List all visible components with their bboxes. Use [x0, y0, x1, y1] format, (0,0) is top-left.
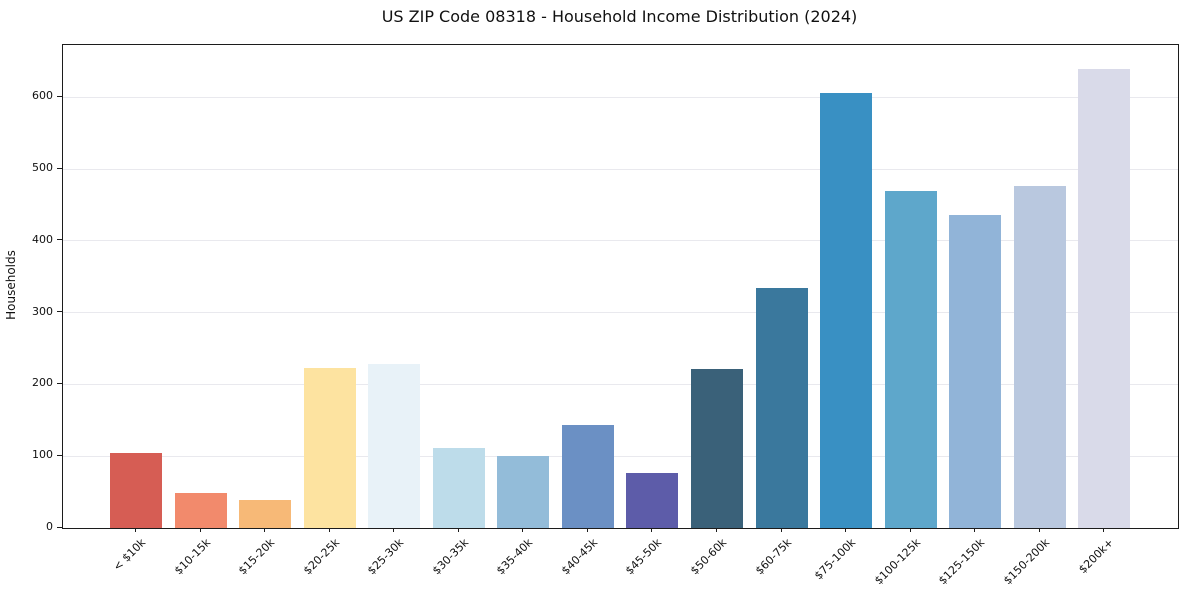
gridline — [63, 312, 1178, 314]
x-tick-label: < $10k — [110, 536, 149, 574]
y-tick-label: 400 — [32, 232, 53, 246]
gridline — [63, 168, 1178, 170]
bar-60-75k — [755, 287, 808, 528]
x-tick — [1103, 528, 1105, 532]
x-tick — [651, 528, 653, 532]
x-tick-label: $100-125k — [871, 536, 923, 588]
y-tick — [57, 167, 62, 169]
bar-10-15k — [174, 492, 227, 528]
bar-15-20k — [239, 500, 292, 528]
bar-30-35k — [432, 448, 485, 528]
x-tick-label: $30-35k — [429, 536, 471, 578]
bar-45-50k — [626, 473, 679, 528]
x-tick — [522, 528, 524, 532]
x-tick-label: $15-20k — [236, 536, 278, 578]
x-tick — [780, 528, 782, 532]
bar-20-25k — [303, 367, 356, 528]
y-tick — [57, 239, 62, 241]
x-tick — [264, 528, 266, 532]
x-tick-label: $35-40k — [494, 536, 536, 578]
bar-75-100k — [820, 93, 873, 528]
x-tick — [715, 528, 717, 532]
x-tick-label: $45-50k — [623, 536, 665, 578]
x-tick — [135, 528, 136, 532]
y-tick-label: 100 — [32, 448, 53, 462]
x-tick — [586, 528, 588, 532]
x-tick — [199, 528, 201, 532]
x-tick — [974, 528, 976, 532]
x-tick — [457, 528, 459, 532]
x-tick-label: $150-200k — [1000, 536, 1052, 588]
bar-150-200k — [1013, 185, 1066, 528]
x-tick-label: $20-25k — [300, 536, 342, 578]
x-tick-label: $50-60k — [687, 536, 730, 578]
bar-10k — [110, 452, 162, 528]
plot-area — [62, 44, 1179, 529]
bar-100-125k — [884, 190, 937, 528]
y-tick-label: 500 — [32, 161, 53, 175]
x-tick — [845, 528, 847, 532]
gridline — [63, 383, 1178, 385]
y-tick — [57, 95, 62, 97]
gridline — [63, 96, 1178, 98]
x-tick-label: $125-150k — [936, 536, 988, 588]
bar-25-30k — [368, 364, 421, 528]
y-tick-label: 600 — [32, 89, 53, 103]
y-tick — [57, 526, 62, 528]
x-tick-label: $200k+ — [1076, 536, 1117, 577]
bar-35-40k — [497, 455, 550, 528]
y-tick — [57, 382, 62, 384]
x-tick-label: $40-45k — [558, 536, 601, 578]
y-tick-label: 200 — [32, 376, 53, 390]
chart-title: US ZIP Code 08318 - Household Income Dis… — [381, 7, 858, 26]
x-tick — [1038, 528, 1040, 532]
x-tick-label: $75-100k — [812, 536, 859, 583]
x-tick — [393, 528, 395, 532]
bar-40-45k — [561, 424, 614, 528]
x-tick-label: $10-15k — [171, 536, 213, 578]
bar-50-60k — [690, 368, 743, 528]
x-tick — [909, 528, 911, 532]
y-tick — [57, 311, 62, 313]
gridline — [63, 240, 1178, 242]
gridline — [63, 455, 1178, 457]
y-tick — [57, 454, 62, 456]
y-tick-label: 300 — [32, 304, 53, 318]
x-tick-label: $25-30k — [365, 536, 407, 578]
x-tick-label: $60-75k — [752, 536, 794, 578]
x-tick — [328, 528, 330, 532]
bar-200k — [1078, 69, 1131, 528]
y-tick-label: 0 — [46, 520, 53, 533]
bar-125-150k — [949, 215, 1002, 528]
